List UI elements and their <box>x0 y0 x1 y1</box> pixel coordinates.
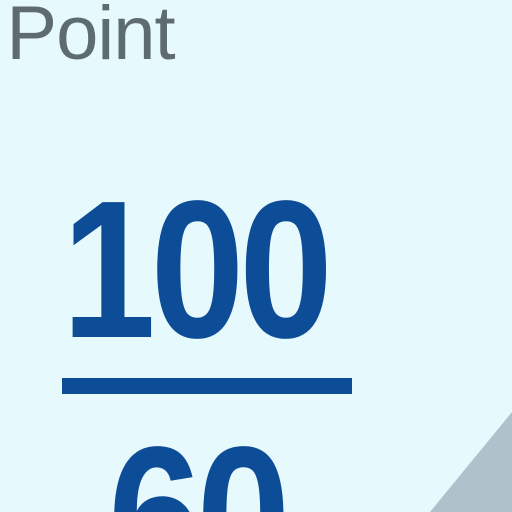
corner-triangle-decoration <box>430 412 512 512</box>
fraction-numerator: 100 <box>62 160 333 379</box>
fraction-bar <box>62 378 352 394</box>
fraction-denominator: 60 <box>108 418 290 512</box>
page-title: r Point <box>0 0 176 76</box>
